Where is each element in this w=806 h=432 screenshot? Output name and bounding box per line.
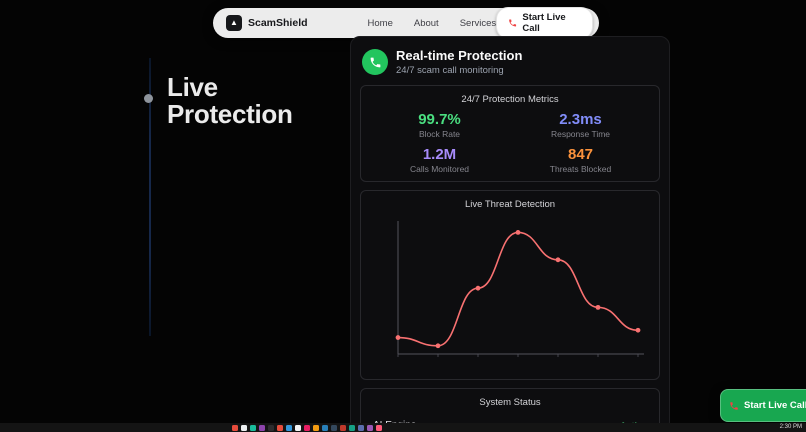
taskbar-icon[interactable] [358,424,364,431]
metric-label: Block Rate [418,129,461,139]
taskbar-icon[interactable] [286,424,292,431]
taskbar-clock[interactable]: 2:30 PM [779,424,802,430]
brand-name: ScamShield [248,17,308,29]
metrics-title: 24/7 Protection Metrics [461,94,559,105]
taskbar-icon[interactable] [295,424,301,431]
brand[interactable]: ▲ ScamShield [226,15,308,31]
taskbar-icon[interactable] [241,424,247,431]
taskbar-icons [232,424,382,431]
taskbar-icon[interactable] [322,424,328,431]
nav-links: Home About Services [368,18,497,29]
nav-link-home[interactable]: Home [367,17,393,29]
floating-cta-label: Start Live Call [744,400,806,411]
protection-panel: Real-time Protection 24/7 scam call moni… [350,36,670,432]
threat-detection-box: Live Threat Detection [360,190,660,380]
taskbar-icon[interactable] [268,424,274,431]
top-navbar: ▲ ScamShield Home About Services Start L… [213,7,599,39]
timeline-dot [144,94,153,103]
metric-label: Calls Monitored [409,164,470,174]
taskbar-icon[interactable] [376,424,382,431]
start-live-call-button[interactable]: Start Live Call [496,7,593,39]
phone-icon [730,401,738,410]
taskbar-icon[interactable] [340,424,346,431]
metric-value: 1.2M [422,146,457,163]
threat-chart [395,221,644,357]
metric-label: Threats Blocked [549,164,612,174]
metrics-grid: 99.7% Block Rate 2.3ms Response Time 1.2… [369,111,651,174]
taskbar-icon[interactable] [331,424,337,431]
taskbar-icon[interactable] [349,424,355,431]
metric-threats-blocked: 847 Threats Blocked [510,146,651,174]
taskbar-icon[interactable] [277,424,283,431]
panel-header-text: Real-time Protection 24/7 scam call moni… [396,48,522,76]
taskbar-icon[interactable] [313,424,319,431]
floating-start-live-call-button[interactable]: Start Live Call [720,389,806,422]
chart-title: Live Threat Detection [464,199,556,210]
timeline-line [149,58,151,336]
metric-label: Response Time [550,129,611,139]
metric-block-rate: 99.7% Block Rate [369,111,510,139]
taskbar-icon[interactable] [232,424,238,431]
start-live-call-label: Start Live Call [522,12,566,34]
scamshield-logo-icon: ▲ [226,15,242,31]
nav-link-services[interactable]: Services [459,17,497,29]
taskbar-icon[interactable] [250,424,256,431]
page-title-line1: Live [167,72,218,102]
taskbar-icon[interactable] [367,424,373,431]
taskbar-icon[interactable] [304,424,310,431]
metric-calls-monitored: 1.2M Calls Monitored [369,146,510,174]
phone-icon [509,19,517,27]
panel-subtitle: 24/7 scam call monitoring [396,65,504,76]
panel-header: Real-time Protection 24/7 scam call moni… [360,46,660,85]
metric-value: 99.7% [418,111,461,128]
windows-taskbar[interactable]: 2:30 PM [0,423,806,432]
status-title: System Status [479,397,541,408]
protection-metrics-box: 24/7 Protection Metrics 99.7% Block Rate… [360,85,660,182]
metric-value: 2.3ms [559,111,602,128]
metric-value: 847 [567,146,594,163]
taskbar-icon[interactable] [259,424,265,431]
metric-response-time: 2.3ms Response Time [510,111,651,139]
page-title: Live Protection [167,72,293,130]
panel-title: Real-time Protection [396,48,523,63]
protection-phone-icon [362,49,388,75]
nav-link-about[interactable]: About [413,17,439,29]
page-title-line2: Protection [167,99,293,130]
